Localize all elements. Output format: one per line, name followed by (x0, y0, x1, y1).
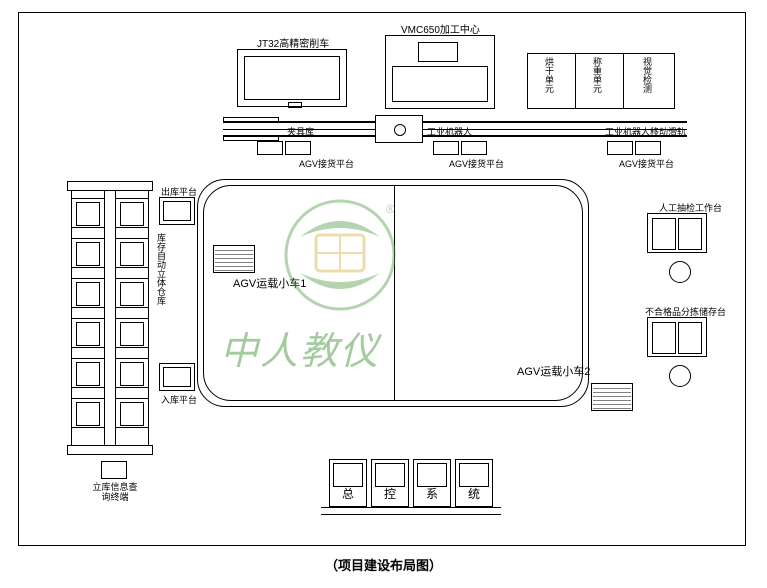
watermark-logo: ® (280, 195, 400, 315)
asrs-label: 库存自动立体仓库 (155, 233, 168, 305)
svg-text:®: ® (386, 202, 395, 216)
warehouse-bot-cap (67, 445, 153, 455)
rail-support (607, 141, 633, 155)
jt32-label: JT32高精密削车 (257, 35, 329, 50)
in-platform (159, 363, 195, 391)
warehouse-top-cap (67, 181, 153, 191)
console-3: 系 (413, 459, 451, 507)
jt32-machine (237, 49, 347, 107)
vision-unit-label: 视觉检测 (641, 57, 654, 93)
vmc650-machine (385, 35, 495, 109)
fixture-label: 夹具库 (287, 125, 314, 138)
console-2: 控 (371, 459, 409, 507)
weigh-unit-label: 称重单元 (591, 57, 604, 93)
console-1: 总 (329, 459, 367, 507)
in-label: 入库平台 (161, 393, 197, 406)
agv-cart-2 (591, 383, 633, 411)
rail-label: 工业机器人移动滑轨 (605, 125, 686, 138)
agv2-label: AGV运载小车2 (517, 363, 590, 379)
asrs-left-col (71, 189, 105, 447)
console-base (321, 507, 501, 515)
robot-label: 工业机器人 (427, 125, 472, 138)
rail-support (257, 141, 283, 155)
agvdock3-label: AGV接货平台 (619, 157, 674, 170)
manual-station (647, 213, 707, 253)
watermark-text: 中人教仪 (220, 320, 380, 375)
console-4: 统 (455, 459, 493, 507)
manual-stool (669, 261, 691, 283)
rail-support (635, 141, 661, 155)
out-label: 出库平台 (161, 185, 197, 198)
asrs-right-col (115, 189, 149, 447)
robot-carriage (375, 115, 423, 143)
reject-stool (669, 365, 691, 387)
agvdock2-label: AGV接货平台 (449, 157, 504, 170)
terminal-label: 立库信息查询终端 (89, 483, 141, 503)
caption: （项目建设布局图） (0, 555, 767, 574)
agvdock1-label: AGV接货平台 (299, 157, 354, 170)
reject-station (647, 317, 707, 357)
out-platform (159, 197, 195, 225)
rail-support (433, 141, 459, 155)
dry-unit-label: 烘干单元 (543, 57, 556, 93)
rail-support (285, 141, 311, 155)
vmc650-label: VMC650加工中心 (401, 21, 480, 36)
info-terminal (101, 461, 127, 479)
rail-support (461, 141, 487, 155)
agv-cart-1 (213, 245, 255, 273)
